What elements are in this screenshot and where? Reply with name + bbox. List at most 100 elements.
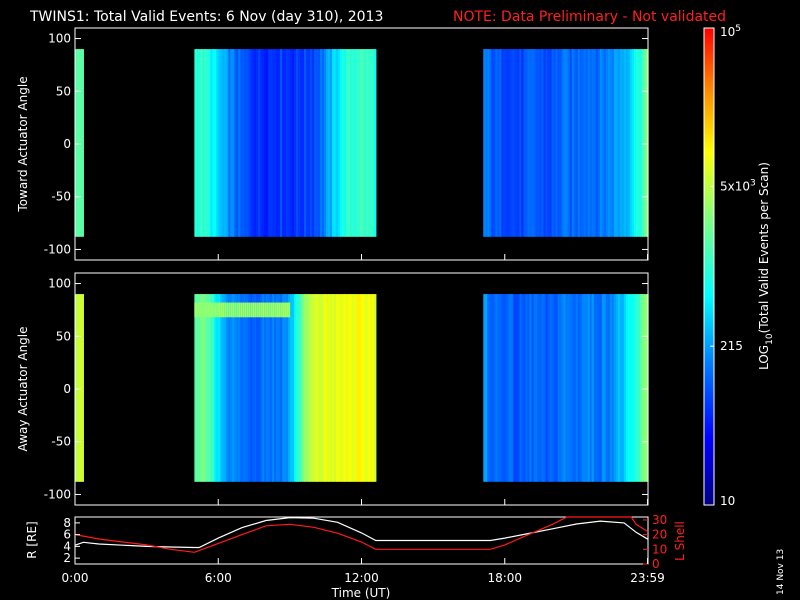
heatmap-column: [194, 294, 197, 482]
toward-heatmap: [75, 49, 649, 237]
heatmap-column: [339, 49, 343, 237]
heatmap-column: [533, 49, 537, 237]
heatmap-column: [597, 294, 601, 482]
x-tick-label: 23:59: [630, 571, 665, 585]
heatmap-column: [319, 49, 323, 237]
heatmap-column: [373, 49, 377, 237]
heatmap-column: [194, 49, 197, 237]
heatmap-band: [268, 302, 271, 318]
heatmap-column: [252, 49, 255, 237]
heatmap-column: [575, 294, 579, 482]
heatmap-column: [515, 294, 519, 482]
heatmap-column: [318, 49, 321, 237]
heatmap-column: [333, 294, 337, 482]
preliminary-note: NOTE: Data Preliminary - Not validated: [453, 9, 726, 25]
heatmap-column: [314, 49, 317, 237]
heatmap-column: [268, 294, 271, 482]
heatmap-column: [581, 294, 585, 482]
heatmap-column: [523, 49, 527, 237]
heatmap-band: [276, 302, 279, 318]
heatmap-column: [294, 294, 297, 482]
heatmap-column: [200, 294, 203, 482]
heatmap-column: [587, 294, 591, 482]
heatmap-column: [234, 294, 237, 482]
heatmap-band: [238, 302, 241, 318]
heatmap-column: [549, 49, 553, 237]
heatmap-column: [308, 294, 311, 482]
heatmap-column: [270, 294, 273, 482]
heatmap-band: [232, 302, 235, 318]
heatmap-column: [609, 294, 613, 482]
heatmap-column: [607, 294, 611, 482]
heatmap-column: [236, 294, 239, 482]
heatmap-column: [641, 49, 645, 237]
heatmap-column: [367, 294, 371, 482]
heatmap-column: [611, 49, 615, 237]
heatmap-column: [587, 49, 591, 237]
heatmap-column: [617, 49, 621, 237]
heatmap-column: [637, 294, 641, 482]
heatmap-column: [515, 49, 519, 237]
heatmap-column: [633, 294, 637, 482]
heatmap-column: [569, 49, 573, 237]
heatmap-column: [81, 294, 84, 482]
heatmap-band: [200, 302, 203, 318]
heatmap-column: [222, 49, 225, 237]
heatmap-column: [373, 294, 377, 482]
heatmap-column: [240, 294, 243, 482]
heatmap-column: [258, 49, 261, 237]
heatmap-column: [553, 294, 557, 482]
heatmap-column: [365, 49, 369, 237]
heatmap-column: [284, 294, 287, 482]
heatmap-column: [507, 294, 510, 482]
heatmap-column: [369, 49, 373, 237]
r-tick-label: 6: [63, 528, 71, 542]
heatmap-column: [615, 294, 619, 482]
heatmap-column: [335, 294, 339, 482]
heatmap-column: [212, 49, 215, 237]
heatmap-column: [206, 294, 209, 482]
colorbar-tick-label: 10: [720, 494, 735, 508]
heatmap-column: [286, 49, 289, 237]
heatmap-column: [353, 294, 357, 482]
heatmap-column: [347, 294, 351, 482]
heatmap-column: [539, 49, 543, 237]
heatmap-column: [599, 49, 603, 237]
heatmap-column: [369, 294, 373, 482]
colorbar-label: LOG10(Total Valid Events per Scan): [757, 162, 775, 370]
heatmap-band: [278, 302, 281, 318]
date-stamp: 14 Nov 13: [776, 549, 786, 595]
heatmap-column: [645, 49, 649, 237]
heatmap-column: [321, 294, 325, 482]
heatmap-column: [509, 294, 512, 482]
heatmap-column: [274, 294, 277, 482]
heatmap-band: [244, 302, 247, 318]
heatmap-column: [318, 294, 321, 482]
heatmap-column: [541, 294, 545, 482]
heatmap-column: [256, 49, 259, 237]
heatmap-column: [298, 294, 301, 482]
heatmap-column: [635, 49, 639, 237]
heatmap-column: [242, 294, 245, 482]
heatmap-column: [513, 294, 517, 482]
heatmap-column: [559, 294, 563, 482]
heatmap-column: [557, 294, 561, 482]
heatmap-column: [557, 49, 561, 237]
heatmap-column: [345, 49, 349, 237]
heatmap-column: [539, 294, 543, 482]
heatmap-column: [359, 49, 363, 237]
y-tick-label: 100: [48, 277, 71, 291]
heatmap-band: [236, 302, 239, 318]
heatmap-column: [589, 294, 593, 482]
heatmap-column: [325, 49, 329, 237]
heatmap-column: [619, 294, 623, 482]
heatmap-column: [621, 49, 625, 237]
heatmap-column: [345, 294, 349, 482]
heatmap-column: [623, 294, 627, 482]
colorbar-tick-label: 215: [720, 339, 743, 353]
heatmap-column: [489, 49, 492, 237]
heatmap-band: [284, 302, 287, 318]
heatmap-column: [495, 294, 498, 482]
heatmap-band: [212, 302, 215, 318]
colorbar-ticks: 10 215 5x103 105: [710, 24, 756, 508]
